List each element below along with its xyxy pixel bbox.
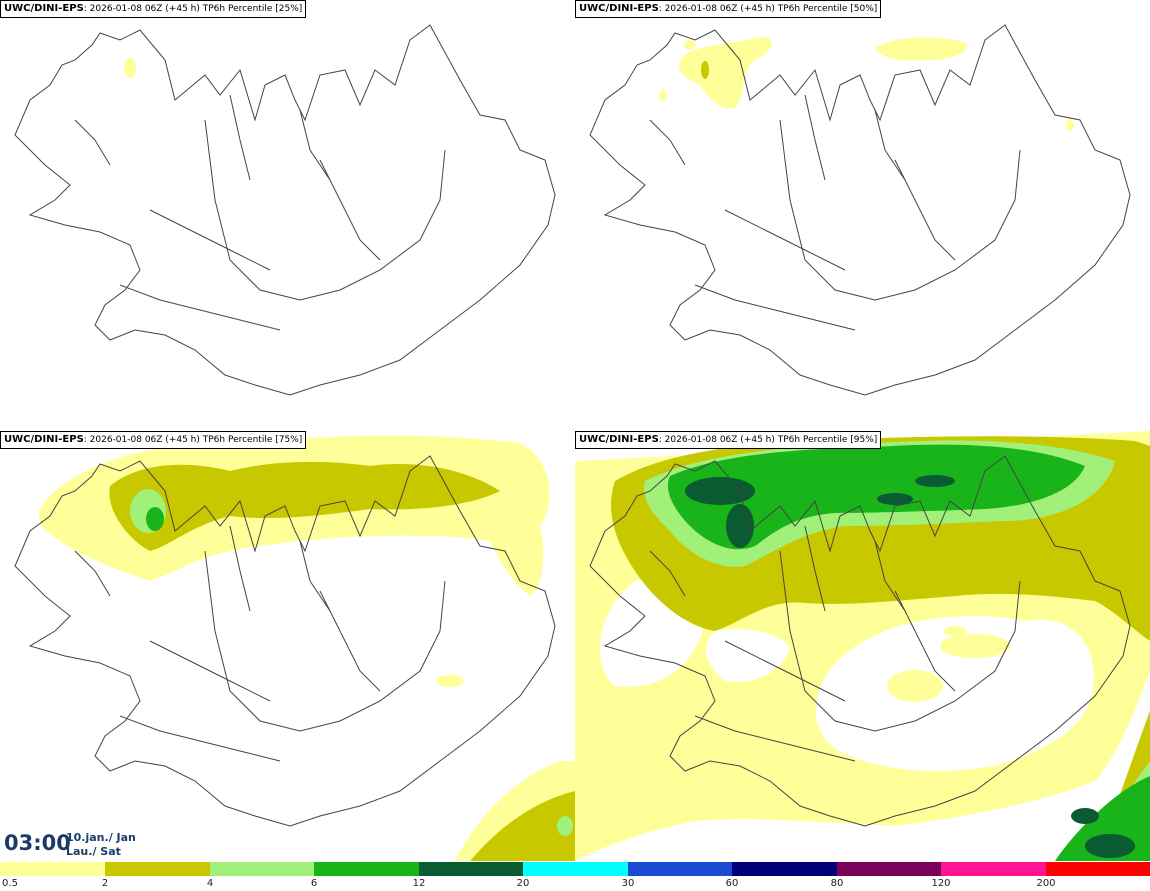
legend-tick: 120 <box>931 878 951 889</box>
panel-title: UWC/DINI-EPS: 2026-01-08 06Z (+45 h) TP6… <box>0 431 307 449</box>
legend-bin <box>0 862 105 876</box>
legend-tick: 60 <box>725 878 739 889</box>
legend-bin <box>105 862 210 876</box>
legend-bin <box>837 862 941 876</box>
legend-tick: 30 <box>621 878 635 889</box>
legend-tick: 0.5 <box>2 878 18 889</box>
legend-tick: 6 <box>310 878 318 889</box>
valid-date-line2: Lau./ Sat <box>66 845 121 858</box>
legend-tick: 2 <box>101 878 109 889</box>
map-panel-50: UWC/DINI-EPS: 2026-01-08 06Z (+45 h) TP6… <box>575 0 1150 430</box>
map-95 <box>575 431 1150 861</box>
legend-bin <box>210 862 314 876</box>
map-panel-95: UWC/DINI-EPS: 2026-01-08 06Z (+45 h) TP6… <box>575 431 1150 861</box>
legend-bin <box>941 862 1046 876</box>
legend-bin <box>419 862 523 876</box>
legend-tick: 12 <box>412 878 426 889</box>
legend-bin <box>732 862 837 876</box>
legend-bin <box>314 862 419 876</box>
map-50 <box>589 24 1131 396</box>
panel-title: UWC/DINI-EPS: 2026-01-08 06Z (+45 h) TP6… <box>575 431 882 449</box>
legend-tick: 200 <box>1036 878 1056 889</box>
legend-bin <box>628 862 732 876</box>
legend-tick: 20 <box>516 878 530 889</box>
legend-bin <box>1046 862 1150 876</box>
map-75 <box>14 435 575 861</box>
panel-title: UWC/DINI-EPS: 2026-01-08 06Z (+45 h) TP6… <box>575 0 882 18</box>
legend-bin <box>523 862 628 876</box>
legend-tick: 4 <box>206 878 214 889</box>
valid-time-box: 03:00 10.jan./ Jan Lau./ Sat <box>0 824 145 861</box>
valid-date-line1: 10.jan./ Jan <box>66 831 136 844</box>
valid-time: 03:00 <box>4 831 71 855</box>
map-panel-25: UWC/DINI-EPS: 2026-01-08 06Z (+45 h) TP6… <box>0 0 575 430</box>
legend-tick: 80 <box>830 878 844 889</box>
map-25 <box>14 24 556 396</box>
map-panel-75: UWC/DINI-EPS: 2026-01-08 06Z (+45 h) TP6… <box>0 431 575 861</box>
color-legend: 0.5 2 4 6 12 20 30 60 80 120 200 <box>0 862 1150 891</box>
panel-title: UWC/DINI-EPS: 2026-01-08 06Z (+45 h) TP6… <box>0 0 307 18</box>
